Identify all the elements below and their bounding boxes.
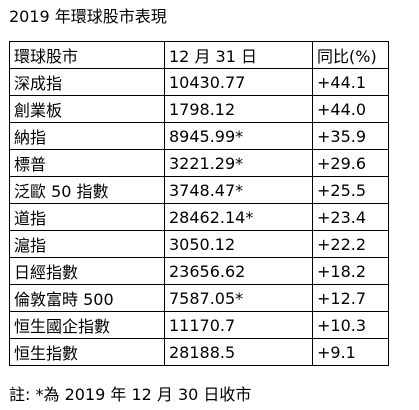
table-row: 恒生指數 28188.5 +9.1 [9, 338, 389, 366]
change-value: +18.2 [312, 257, 389, 285]
close-value: 28462.14* [164, 203, 313, 231]
change-value: +35.9 [312, 122, 389, 150]
change-value: +12.7 [312, 284, 389, 312]
market-name: 納指 [9, 122, 165, 150]
table-row: 納指 8945.99* +35.9 [9, 122, 389, 150]
market-name: 恒生指數 [9, 338, 165, 366]
market-name: 恒生國企指數 [9, 311, 165, 339]
close-value: 3748.47* [164, 176, 313, 204]
column-header-market: 環球股市 [9, 41, 165, 69]
table-row: 倫敦富時 500 7587.05* +12.7 [9, 284, 389, 312]
table-row: 泛歐 50 指數 3748.47* +25.5 [9, 176, 389, 204]
change-value: +44.1 [312, 68, 389, 96]
column-header-date: 12 月 31 日 [164, 41, 313, 69]
global-markets-table: 環球股市 12 月 31 日 同比(%) 深成指 10430.77 +44.1 … [9, 41, 389, 366]
close-value: 7587.05* [164, 284, 313, 312]
table-row: 恒生國企指數 11170.7 +10.3 [9, 311, 389, 339]
close-value: 28188.5 [164, 338, 313, 366]
close-value: 10430.77 [164, 68, 313, 96]
market-name: 創業板 [9, 95, 165, 123]
close-value: 11170.7 [164, 311, 313, 339]
column-header-change: 同比(%) [312, 41, 389, 69]
close-value: 23656.62 [164, 257, 313, 285]
market-name: 日經指數 [9, 257, 165, 285]
change-value: +23.4 [312, 203, 389, 231]
close-value: 1798.12 [164, 95, 313, 123]
table-row: 標普 3221.29* +29.6 [9, 149, 389, 177]
page-title: 2019 年環球股市表現 [9, 7, 167, 26]
table-row: 創業板 1798.12 +44.0 [9, 95, 389, 123]
close-value: 3050.12 [164, 230, 313, 258]
change-value: +29.6 [312, 149, 389, 177]
market-name: 深成指 [9, 68, 165, 96]
market-name: 滬指 [9, 230, 165, 258]
table-row: 日經指數 23656.62 +18.2 [9, 257, 389, 285]
table-row: 滬指 3050.12 +22.2 [9, 230, 389, 258]
change-value: +22.2 [312, 230, 389, 258]
table-header-row: 環球股市 12 月 31 日 同比(%) [9, 41, 389, 69]
market-name: 倫敦富時 500 [9, 284, 165, 312]
change-value: +10.3 [312, 311, 389, 339]
change-value: +9.1 [312, 338, 389, 366]
change-value: +25.5 [312, 176, 389, 204]
footnote: 註: *為 2019 年 12 月 30 日收市 [9, 385, 252, 404]
table-row: 深成指 10430.77 +44.1 [9, 68, 389, 96]
market-name: 道指 [9, 203, 165, 231]
table-row: 道指 28462.14* +23.4 [9, 203, 389, 231]
change-value: +44.0 [312, 95, 389, 123]
market-name: 泛歐 50 指數 [9, 176, 165, 204]
close-value: 8945.99* [164, 122, 313, 150]
close-value: 3221.29* [164, 149, 313, 177]
market-name: 標普 [9, 149, 165, 177]
